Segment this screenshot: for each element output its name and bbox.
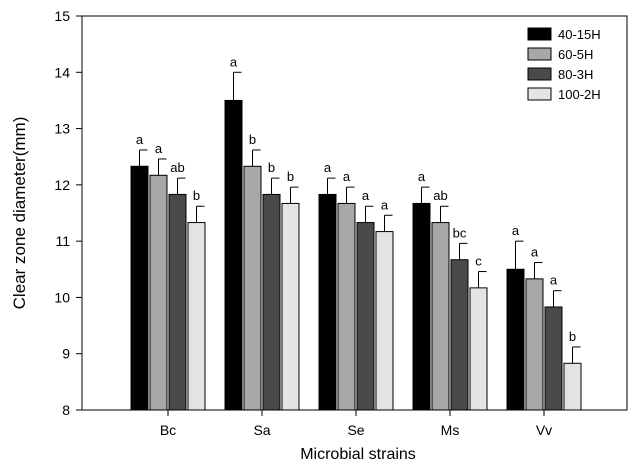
- y-tick-label: 10: [54, 289, 70, 305]
- significance-label: a: [136, 132, 144, 147]
- bar: [149, 174, 168, 411]
- y-tick-label: 13: [54, 121, 70, 137]
- bar: [168, 193, 187, 411]
- y-tick-label: 11: [55, 233, 70, 249]
- significance-label: a: [155, 141, 163, 156]
- legend-label: 80-3H: [558, 67, 593, 82]
- significance-label: a: [512, 223, 520, 238]
- x-tick-label: Sa: [253, 422, 270, 438]
- legend-swatch: [527, 27, 552, 41]
- y-tick-label: 14: [54, 64, 70, 80]
- y-axis-label: Clear zone diameter(mm): [10, 117, 29, 310]
- bar: [450, 259, 469, 411]
- legend-swatch: [527, 47, 552, 61]
- x-tick-label: Ms: [441, 422, 460, 438]
- significance-label: ab: [170, 160, 184, 175]
- bar: [187, 222, 206, 411]
- bar: [262, 193, 281, 411]
- significance-label: b: [287, 169, 294, 184]
- significance-label: a: [418, 169, 426, 184]
- x-tick-label: Se: [347, 422, 364, 438]
- y-tick-label: 15: [54, 8, 70, 24]
- x-tick-label: Bc: [160, 422, 176, 438]
- legend-label: 60-5H: [558, 47, 593, 62]
- significance-label: a: [230, 54, 238, 69]
- significance-label: a: [381, 197, 389, 212]
- significance-label: c: [475, 254, 482, 269]
- bar: [506, 268, 525, 411]
- significance-label: b: [249, 132, 256, 147]
- bar: [469, 287, 488, 411]
- legend-swatch: [527, 67, 552, 81]
- legend: 40-15H 60-5H 80-3H 100-2H: [527, 27, 601, 102]
- legend-label: 100-2H: [558, 87, 601, 102]
- y-tick-label: 9: [62, 346, 70, 362]
- significance-label: a: [343, 169, 351, 184]
- bar: [563, 362, 582, 411]
- y-tick-label: 12: [54, 177, 70, 193]
- bar: [243, 165, 262, 411]
- significance-label: bc: [453, 225, 467, 240]
- bar: [318, 193, 337, 411]
- significance-label: a: [531, 245, 539, 260]
- significance-label: a: [550, 273, 558, 288]
- x-tick-label: Vv: [536, 422, 552, 438]
- bar: [337, 202, 356, 411]
- plot-area: 89101112131415BcaaabbSaabbbSeaaaaMsaabbc…: [54, 8, 628, 438]
- bar: [130, 165, 149, 411]
- bar: [431, 222, 450, 411]
- significance-label: b: [268, 160, 275, 175]
- y-tick-label: 8: [62, 402, 70, 418]
- bar: [375, 231, 394, 411]
- bar: [356, 222, 375, 411]
- bar: [525, 278, 544, 411]
- significance-label: a: [324, 160, 332, 175]
- significance-label: b: [193, 188, 200, 203]
- bar: [544, 306, 563, 411]
- significance-label: b: [569, 329, 576, 344]
- bar: [281, 202, 300, 411]
- legend-swatch: [527, 87, 552, 101]
- significance-label: a: [362, 188, 370, 203]
- x-axis-label: Microbial strains: [300, 446, 416, 463]
- bar: [224, 99, 243, 411]
- bar: [412, 202, 431, 411]
- legend-label: 40-15H: [558, 27, 601, 42]
- significance-label: ab: [433, 188, 447, 203]
